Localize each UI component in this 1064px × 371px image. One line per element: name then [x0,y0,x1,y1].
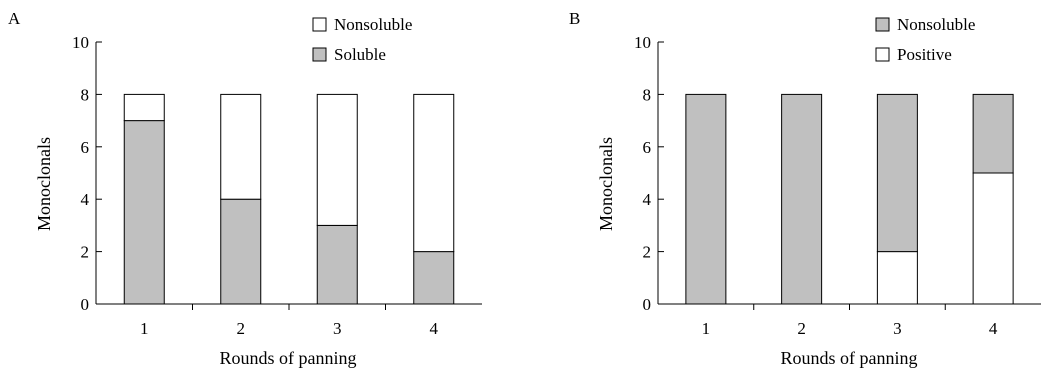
bar-positive-3 [876,251,918,305]
bar-soluble-3 [316,224,358,305]
y-tick-label-b: 0 [643,295,652,314]
y-tick-label-b: 8 [643,85,652,104]
x-tick-label-b: 1 [702,319,711,338]
panel-label-b: B [569,9,580,28]
y-tick-label-b: 6 [643,138,652,157]
legend-swatch-positive [875,47,890,62]
legend-swatch-nonsoluble [312,17,327,32]
bar-nonsoluble-3 [316,93,358,226]
x-tick-label-b: 4 [989,319,998,338]
legend-swatch-soluble [312,47,327,62]
panel-label-a: A [8,9,21,28]
y-axis-label-a: Monoclonals [34,137,54,231]
bar-nonsoluble-2 [220,93,262,200]
legend-swatch-nonsoluble [875,17,890,32]
bar-soluble-1 [123,120,165,305]
y-tick-label-a: 0 [81,295,90,314]
legend-label-nonsoluble: Nonsoluble [334,15,412,34]
y-tick-label-b: 10 [634,33,651,52]
y-tick-label-a: 6 [81,138,90,157]
legend-a: Nonsoluble Soluble [312,15,412,64]
bar-nonsoluble-1 [123,93,165,122]
bar-nonsoluble-3 [876,93,918,253]
chart-panel-a: A Monoclonals Rounds of panning Nonsolub… [8,9,482,368]
x-tick-label-b: 3 [893,319,902,338]
y-axis-label-b: Monoclonals [596,137,616,231]
bar-positive-4 [972,172,1014,305]
bar-soluble-4 [413,251,455,305]
x-tick-label-a: 3 [333,319,342,338]
x-axis-label-a: Rounds of panning [220,348,357,368]
legend-label-positive: Positive [897,45,952,64]
bar-soluble-2 [220,198,262,305]
chart-panel-b: B Monoclonals Rounds of panning Nonsolub… [569,9,1041,368]
x-tick-label-b: 2 [797,319,806,338]
y-tick-label-a: 2 [81,243,90,262]
y-tick-label-a: 4 [81,190,90,209]
bar-nonsoluble-2 [781,93,823,305]
legend-label-soluble: Soluble [334,45,386,64]
y-tick-label-a: 10 [72,33,89,52]
y-tick-label-b: 2 [643,243,652,262]
x-tick-label-a: 4 [430,319,439,338]
legend-label-nonsoluble: Nonsoluble [897,15,975,34]
bar-nonsoluble-1 [685,93,727,305]
x-tick-label-a: 1 [140,319,149,338]
x-tick-label-a: 2 [237,319,246,338]
legend-b: Nonsoluble Positive [875,15,975,64]
x-axis-label-b: Rounds of panning [781,348,918,368]
y-tick-label-b: 4 [643,190,652,209]
bar-nonsoluble-4 [972,93,1014,174]
y-tick-label-a: 8 [81,85,90,104]
bar-nonsoluble-4 [413,93,455,253]
